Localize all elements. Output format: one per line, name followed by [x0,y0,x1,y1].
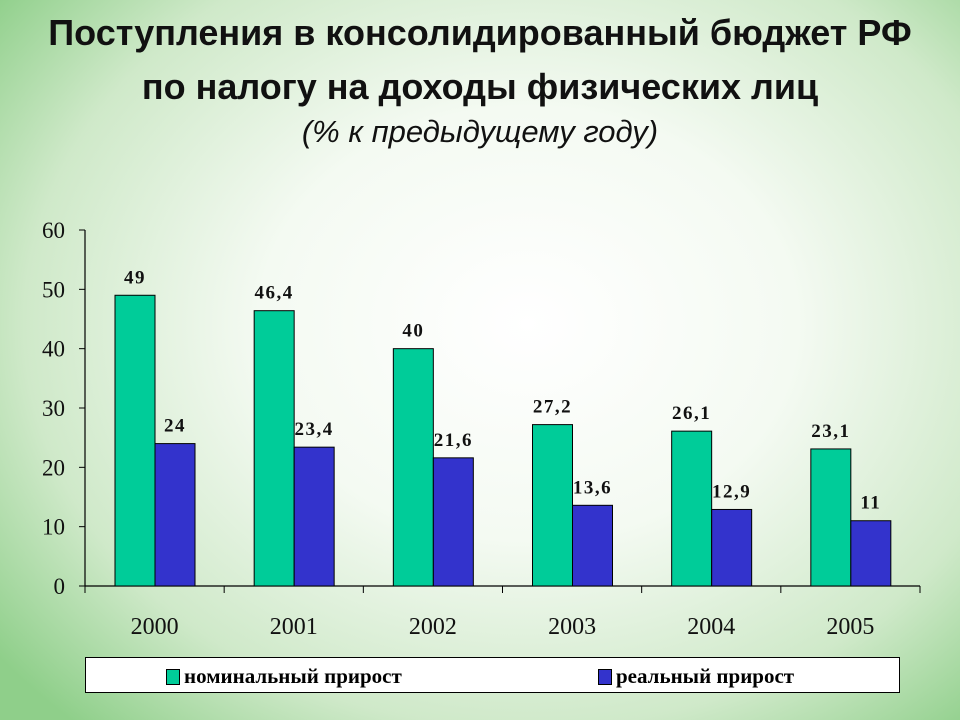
y-tick-label: 20 [42,455,65,480]
x-tick-label: 2003 [548,614,596,640]
bar-nominal-2002 [392,348,434,587]
bar-real-2000 [154,443,196,587]
data-label: 21,6 [434,430,473,451]
x-tick-label: 2001 [270,614,318,640]
legend-item-real: реальный прирост [598,664,794,689]
bar-real-2003 [572,504,613,587]
x-tick-label: 2004 [687,614,735,640]
x-tick-label: 2005 [826,614,874,640]
bar-nominal-2005 [810,448,852,587]
bar-nominal-2000 [114,294,156,587]
bar-real-2004 [711,508,753,587]
y-tick-label: 40 [42,337,65,362]
bar-real-2002 [432,457,474,587]
data-label: 27,2 [533,397,572,418]
data-label: 26,1 [672,403,711,424]
chart-subtitle: (% к предыдущему году) [301,114,659,149]
data-label: 46,4 [255,283,294,304]
data-label: 23,4 [295,419,334,440]
legend-item-nominal: номинальный прирост [166,664,402,689]
legend-label-nominal: номинальный прирост [184,664,402,688]
data-label: 23,1 [811,421,850,442]
legend-swatch-real [598,668,612,685]
y-tick-label: 50 [42,277,65,302]
x-tick-label: 2000 [131,614,179,640]
y-tick-label: 60 [42,218,65,243]
legend-label-real: реальный прирост [616,664,795,688]
data-label: 11 [860,493,881,514]
bar-real-2005 [850,520,892,587]
data-label: 24 [164,416,186,437]
x-tick-label: 2002 [409,614,457,640]
data-label: 13,6 [573,477,612,498]
bar-real-2001 [293,446,335,587]
bar-nominal-2001 [253,310,295,587]
chart-title: Поступления в консолидированный бюджет Р… [48,12,912,53]
data-label: 12,9 [712,481,751,502]
y-tick-label: 10 [42,515,65,540]
chart-title-line2: по налогу на доходы физических лиц [141,66,819,107]
legend-swatch-nominal [166,668,180,685]
data-label: 49 [124,267,146,288]
bar-nominal-2004 [671,430,713,587]
data-label: 40 [402,321,424,342]
y-tick-label: 0 [54,574,66,599]
legend: номинальный прирост реальный прирост [85,657,900,693]
y-tick-label: 30 [42,396,65,421]
bar-nominal-2003 [532,424,573,587]
